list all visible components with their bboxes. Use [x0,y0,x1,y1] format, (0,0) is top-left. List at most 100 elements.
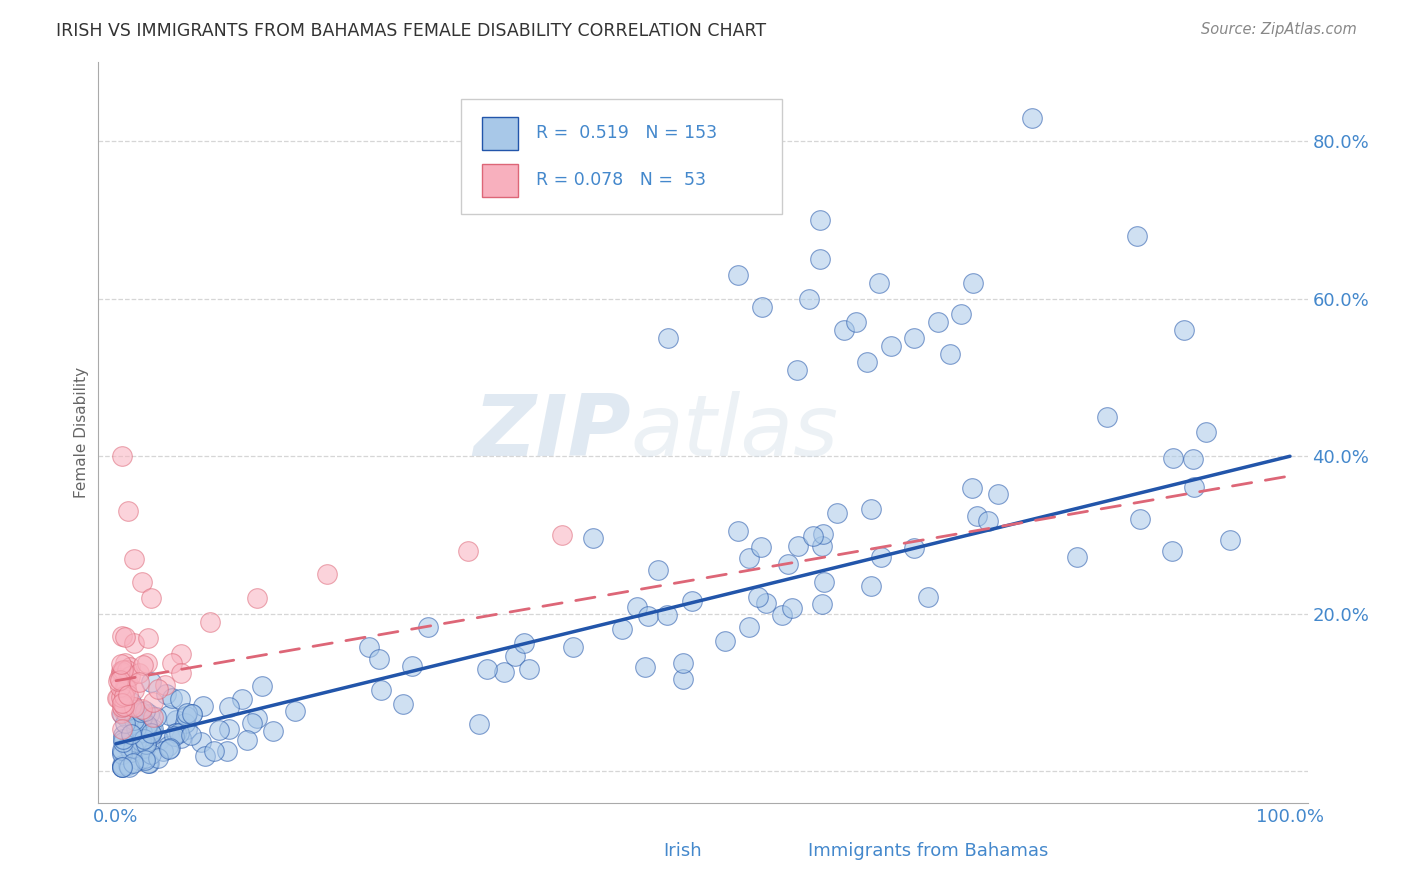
Point [156,739,179,754]
Point [132,745,155,759]
Point [738,551,761,566]
Point [217,743,239,757]
Point [681,593,703,607]
Point [917,590,939,604]
Point [1129,512,1152,526]
Point [111,728,134,742]
Point [672,656,695,670]
Point [111,706,134,721]
Point [110,664,132,678]
Point [111,760,134,774]
Point [231,692,253,706]
Point [134,741,156,756]
Point [117,760,139,774]
Point [141,723,163,738]
Point [111,747,134,762]
Point [776,557,799,571]
Point [128,753,150,767]
Point [122,636,145,650]
Point [134,704,156,718]
Point [180,728,202,742]
Point [236,733,259,747]
Point [111,722,134,736]
Point [111,758,134,772]
Point [610,622,633,636]
Point [131,724,153,739]
Point [392,697,415,711]
Point [114,681,136,695]
Point [112,703,135,717]
Point [860,579,883,593]
Point [114,682,136,697]
Point [135,739,157,754]
Point [114,677,136,691]
Point [1182,480,1205,494]
Point [170,731,193,745]
Point [115,663,138,677]
Point [160,657,183,671]
Point [115,673,138,687]
Point [131,711,153,725]
Point [786,362,808,376]
Point [173,715,195,730]
Point [832,323,855,337]
Text: R = 0.078   N =  53: R = 0.078 N = 53 [536,171,706,189]
Point [110,690,132,704]
Point [218,723,240,737]
Point [903,541,925,555]
Text: R =  0.519   N = 153: R = 0.519 N = 153 [536,124,717,142]
Point [138,706,160,721]
Point [155,687,177,701]
Point [825,506,848,520]
Point [111,700,134,714]
Point [755,596,778,610]
Point [477,662,499,676]
Point [727,524,749,539]
Point [108,680,131,694]
Point [1021,111,1043,125]
Point [117,504,139,518]
FancyBboxPatch shape [482,117,517,150]
Point [122,551,145,566]
Point [114,630,136,644]
FancyBboxPatch shape [482,164,517,197]
Point [120,699,142,714]
Point [1161,544,1184,558]
Point [672,672,695,686]
Point [107,690,129,705]
Point [180,707,202,722]
Point [770,607,793,622]
Point [132,658,155,673]
Point [1219,533,1241,547]
Point [110,657,132,672]
Point [111,663,134,677]
Point [845,315,868,329]
Point [139,747,162,761]
Point [112,689,135,703]
Point [111,745,134,759]
Point [124,713,146,727]
Point [142,695,165,709]
Point [246,711,269,725]
Point [1161,450,1184,465]
Point [284,704,307,718]
Point [132,731,155,746]
Point [655,608,678,623]
Point [145,710,167,724]
Point [111,760,134,774]
Point [160,690,183,705]
FancyBboxPatch shape [461,99,782,214]
Point [562,640,585,654]
Point [751,540,773,554]
Point [811,597,834,611]
Point [191,699,214,714]
Point [551,528,574,542]
Point [860,502,883,516]
Point [938,347,960,361]
Point [122,702,145,716]
Point [492,665,515,679]
Point [131,575,153,590]
Point [813,574,835,589]
Point [125,735,148,749]
Point [142,710,165,724]
